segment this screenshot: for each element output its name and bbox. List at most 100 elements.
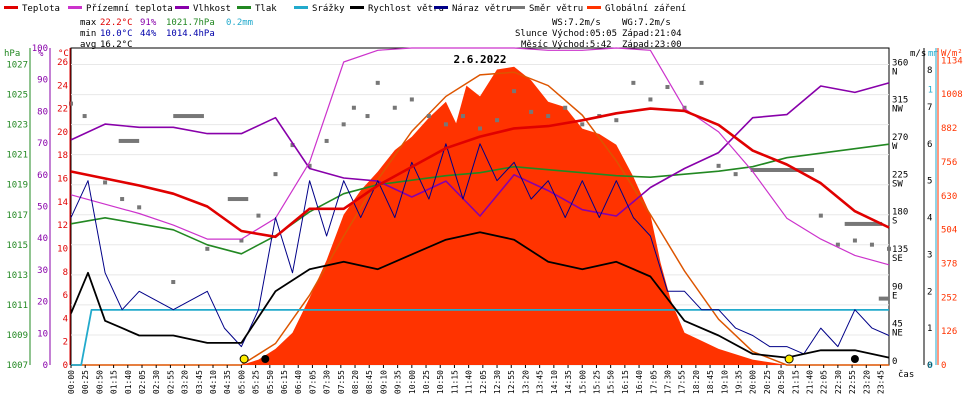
- wind-dir-point-17: [392, 105, 397, 110]
- wind-dir-point-12: [324, 138, 329, 143]
- legend-swatch-5: [350, 6, 364, 9]
- axis-pct-tick-6: 40: [37, 234, 48, 244]
- axis-wm2-tick-4: 630: [941, 192, 957, 202]
- wind-dir-point-21: [460, 114, 465, 119]
- legend-label-7: Směr větru: [529, 4, 583, 14]
- axis-dir-name-6: E: [892, 291, 897, 301]
- axis-temp-tick-0: 26: [57, 58, 68, 68]
- axis-wm2-tick-3: 756: [941, 158, 957, 168]
- wind-dir-point-9: [273, 172, 278, 177]
- series-radiation-clear-line: [71, 71, 889, 366]
- x-tick-label-36: 15:00: [578, 370, 587, 394]
- legend-swatch-2: [175, 6, 189, 9]
- axis-dir-name-4: S: [892, 217, 897, 227]
- axis-ms-tick-5: 3: [927, 250, 932, 260]
- wind-dir-point-26: [546, 114, 551, 119]
- wind-dir-point-7: [239, 238, 244, 243]
- axis-hpa-tick-6: 1015: [6, 241, 28, 251]
- wind-dir-bar-4: [844, 221, 883, 226]
- axis-dir-deg-1: 315: [892, 96, 908, 106]
- wind-dir-point-24: [512, 89, 517, 94]
- x-tick-label-24: 10:00: [408, 370, 417, 394]
- sun-rise: Východ:05:05: [552, 29, 617, 39]
- wind-dir-point-37: [733, 172, 738, 177]
- x-tick-label-56: 23:20: [862, 370, 871, 394]
- axis-ms-tick-4: 4: [927, 214, 932, 224]
- x-tick-label-29: 12:05: [479, 370, 488, 394]
- axis-dir-name-5: SE: [892, 254, 903, 264]
- x-tick-label-27: 11:15: [450, 370, 459, 394]
- axis-temp-tick-7: 12: [57, 221, 68, 231]
- legend-label-8: Globální záření: [605, 4, 686, 14]
- x-tick-label-53: 22:05: [820, 370, 829, 394]
- x-tick-label-44: 18:20: [692, 370, 701, 394]
- wind-dir-point-25: [529, 109, 534, 114]
- axis-hpa-tick-8: 1011: [6, 301, 28, 311]
- wind-dir-point-33: [665, 85, 670, 90]
- x-tick-label-2: 00:50: [95, 370, 104, 394]
- x-axis-ticks: 00:00 00:25 00:50 01:15 01:40 02:05 02:30 02:55…: [67, 365, 885, 394]
- wind-dir-point-32: [648, 97, 653, 102]
- axis-temp-tick-9: 8: [63, 268, 68, 278]
- wind-dir-point-36: [716, 163, 721, 168]
- axis-ms-tick-8: 0: [927, 361, 932, 371]
- series-layer: [70, 47, 890, 366]
- axis-pct-tick-5: 50: [37, 203, 48, 213]
- x-tick-label-10: 04:10: [209, 370, 218, 394]
- wind-dir-point-15: [365, 114, 370, 119]
- series-wind-speed-line: [70, 231, 890, 359]
- stat-min-temp: 10.0°C: [100, 29, 133, 39]
- wind-dir-bar-3: [752, 167, 815, 172]
- x-tick-label-0: 00:00: [67, 370, 76, 394]
- stat-avg-temp: 16.2°C: [100, 40, 133, 50]
- axis-unit-wm2: W/m²: [941, 49, 963, 59]
- legend-label-2: Vlhkost: [193, 4, 231, 14]
- legend-label-1: Přízemní teplota: [86, 4, 173, 14]
- wind-dir-point-43: [869, 242, 874, 247]
- x-tick-label-42: 17:30: [663, 370, 672, 394]
- x-tick-label-52: 21:40: [805, 370, 814, 394]
- axis-temp-tick-13: 0: [63, 361, 68, 371]
- axis-wm2-tick-8: 126: [941, 327, 957, 337]
- stat-min-hum: 44%: [140, 29, 157, 39]
- axis-temp-tick-12: 2: [63, 338, 68, 348]
- axis-dir-deg-2: 270: [892, 133, 908, 143]
- x-tick-label-32: 13:20: [521, 370, 530, 394]
- axis-dir-deg-6: 90: [892, 282, 903, 292]
- axis-labels: 1027102510231021101910171015101310111009…: [6, 44, 962, 371]
- sun-moon-markers: [239, 354, 859, 364]
- x-tick-label-35: 14:35: [564, 370, 573, 394]
- wind-dir-point-0: [69, 101, 73, 106]
- wind-dir-bar-5: [878, 296, 889, 301]
- wind-dir-bar-2: [227, 197, 249, 202]
- x-tick-label-14: 05:50: [266, 370, 275, 394]
- axis-dir-deg-8: 0: [892, 357, 897, 367]
- x-tick-label-9: 03:45: [195, 370, 204, 394]
- x-tick-label-8: 03:20: [181, 370, 190, 394]
- wind-dir-point-40: [818, 213, 823, 218]
- axis-unit-mm: mm: [928, 49, 939, 59]
- x-tick-label-46: 19:10: [720, 370, 729, 394]
- moon-set: Západ:23:00: [622, 40, 682, 50]
- axis-temp-tick-2: 22: [57, 105, 68, 115]
- x-tick-label-15: 06:15: [280, 370, 289, 394]
- axis-ms-tick-1: 7: [927, 103, 932, 113]
- axis-unit-pct: %: [38, 49, 44, 59]
- x-tick-label-38: 15:50: [607, 370, 616, 394]
- wind-dir-point-30: [614, 118, 619, 123]
- x-tick-label-30: 12:30: [493, 370, 502, 394]
- axis-temp-tick-3: 20: [57, 128, 68, 138]
- stat-max-hum: 91%: [140, 18, 157, 28]
- x-tick-label-49: 20:25: [763, 370, 772, 394]
- moon-marker-0: [261, 355, 270, 363]
- axis-ms-tick-7: 1: [927, 324, 932, 334]
- axis-wm2-tick-6: 378: [941, 259, 957, 269]
- axis-wm2-tick-7: 252: [941, 293, 957, 303]
- axis-pct-tick-0: 100: [32, 44, 48, 54]
- axis-temp-tick-5: 16: [57, 175, 68, 185]
- stat-min-press: 1014.4hPa: [166, 29, 215, 39]
- axis-unit-temp: °C: [58, 49, 69, 59]
- x-tick-label-3: 01:15: [110, 370, 119, 394]
- wind-dir-bar-0: [118, 138, 140, 143]
